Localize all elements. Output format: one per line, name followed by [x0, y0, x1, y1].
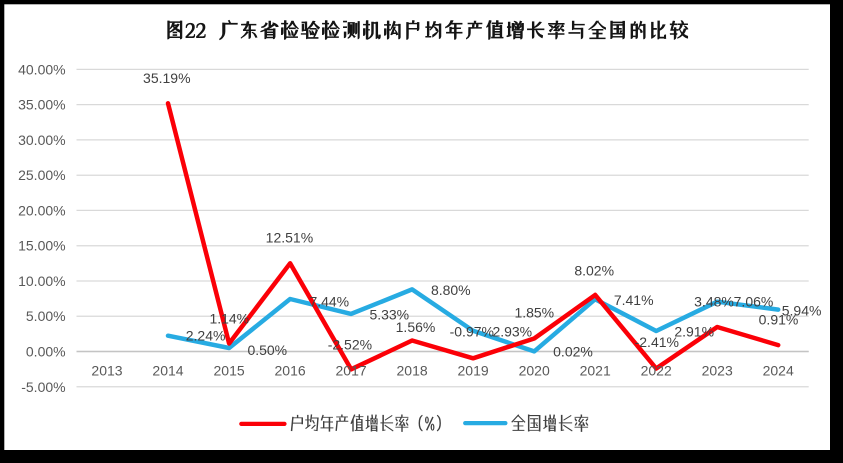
svg-text:-2.41%: -2.41%	[635, 334, 679, 350]
svg-text:2019: 2019	[458, 363, 489, 379]
svg-text:20.00%: 20.00%	[18, 202, 65, 218]
svg-text:8.80%: 8.80%	[431, 282, 471, 298]
svg-text:-5.00%: -5.00%	[21, 379, 65, 395]
svg-text:2018: 2018	[397, 363, 428, 379]
svg-text:7.44%: 7.44%	[309, 293, 349, 309]
svg-text:2023: 2023	[702, 363, 733, 379]
svg-text:3.48%: 3.48%	[694, 293, 734, 309]
svg-text:1.56%: 1.56%	[396, 319, 436, 335]
svg-text:2015: 2015	[214, 363, 245, 379]
svg-text:-0.97%: -0.97%	[450, 324, 494, 340]
svg-text:30.00%: 30.00%	[18, 132, 65, 148]
svg-text:2021: 2021	[580, 363, 611, 379]
svg-text:15.00%: 15.00%	[18, 238, 65, 254]
svg-text:5.33%: 5.33%	[369, 307, 409, 323]
svg-text:0.50%: 0.50%	[247, 342, 287, 358]
svg-text:2.24%: 2.24%	[186, 328, 226, 344]
svg-text:0.91%: 0.91%	[759, 312, 799, 328]
svg-text:35.19%: 35.19%	[143, 70, 190, 86]
svg-text:0.00%: 0.00%	[26, 344, 66, 360]
svg-text:2.91%: 2.91%	[674, 323, 714, 339]
svg-text:1.14%: 1.14%	[209, 311, 249, 327]
svg-text:0.02%: 0.02%	[553, 344, 593, 360]
svg-text:2014: 2014	[152, 363, 183, 379]
svg-text:5.00%: 5.00%	[26, 308, 66, 324]
svg-text:10.00%: 10.00%	[18, 273, 65, 289]
svg-text:7.06%: 7.06%	[734, 294, 774, 310]
svg-text:2013: 2013	[91, 363, 122, 379]
svg-text:12.51%: 12.51%	[266, 230, 313, 246]
svg-text:2017: 2017	[336, 363, 367, 379]
svg-text:-2.52%: -2.52%	[328, 337, 372, 353]
svg-text:2.93%: 2.93%	[492, 324, 532, 340]
svg-text:2024: 2024	[763, 363, 794, 379]
svg-text:2020: 2020	[519, 363, 550, 379]
svg-text:35.00%: 35.00%	[18, 97, 65, 113]
svg-text:8.02%: 8.02%	[574, 262, 614, 278]
svg-text:2022: 2022	[641, 363, 672, 379]
svg-text:1.85%: 1.85%	[514, 305, 554, 321]
svg-text:40.00%: 40.00%	[18, 61, 65, 77]
svg-text:5.94%: 5.94%	[782, 302, 822, 318]
svg-text:25.00%: 25.00%	[18, 167, 65, 183]
svg-text:7.41%: 7.41%	[614, 292, 654, 308]
svg-text:2016: 2016	[275, 363, 306, 379]
